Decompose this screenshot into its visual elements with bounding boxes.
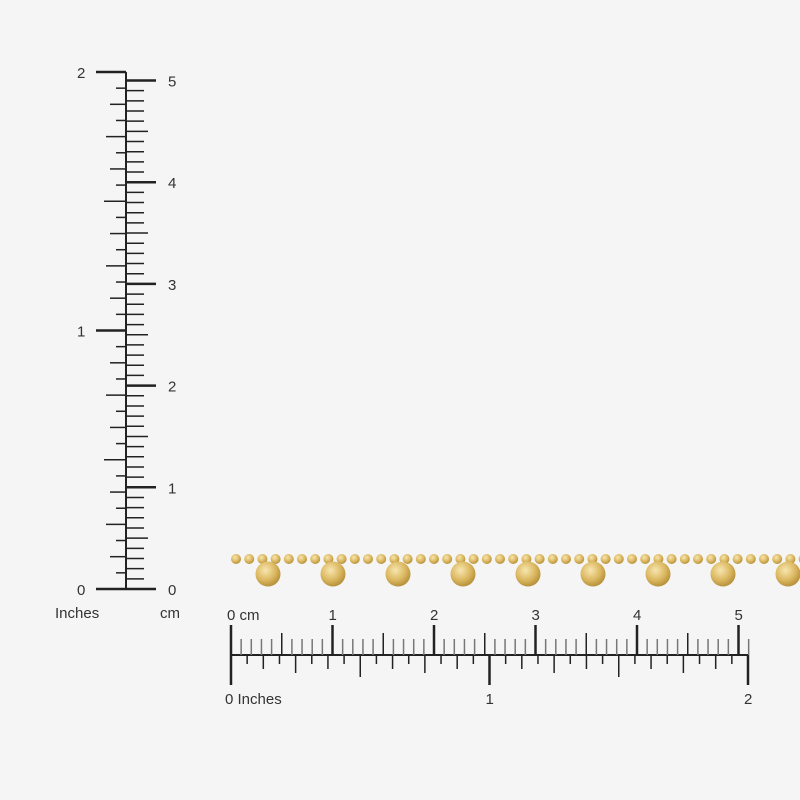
chain-bead bbox=[455, 554, 466, 564]
chain-bead bbox=[706, 554, 717, 564]
chain-bead bbox=[257, 554, 268, 564]
chain-bead bbox=[693, 554, 703, 564]
chain-bead bbox=[627, 554, 637, 564]
inch-label: 0 Inches bbox=[225, 691, 282, 708]
inch-label: 1 bbox=[486, 691, 494, 708]
vertical-ruler: 0 1 2 3 4 5 0 1 2 bbox=[77, 65, 176, 599]
ball-pendant bbox=[255, 561, 281, 587]
chain-bead bbox=[429, 554, 439, 564]
chain-bead bbox=[363, 554, 373, 564]
chain-bead bbox=[231, 554, 241, 564]
vertical-inch-unit-label: Inches bbox=[55, 605, 99, 622]
cm-label: 0 bbox=[168, 582, 176, 599]
cm-label: 4 bbox=[633, 607, 641, 624]
chain-bead bbox=[719, 554, 730, 564]
ball-pendant bbox=[775, 561, 800, 587]
bead-chain-necklace bbox=[231, 554, 800, 587]
chain-bead bbox=[772, 554, 783, 564]
cm-label: 4 bbox=[168, 175, 176, 192]
cm-label: 3 bbox=[168, 277, 176, 294]
chain-bead bbox=[336, 554, 347, 564]
cm-label: 1 bbox=[329, 607, 337, 624]
chain-bead bbox=[297, 554, 307, 564]
cm-label: 2 bbox=[168, 379, 176, 396]
chain-bead bbox=[745, 554, 756, 564]
chain-bead bbox=[600, 554, 611, 564]
chain-bead bbox=[244, 554, 255, 564]
chain-bead bbox=[666, 554, 677, 564]
chain-bead bbox=[415, 554, 426, 564]
cm-label: 2 bbox=[430, 607, 438, 624]
chain-bead bbox=[561, 554, 571, 564]
cm-label: 5 bbox=[735, 607, 743, 624]
chain-bead bbox=[468, 554, 479, 564]
ball-pendant bbox=[450, 561, 476, 587]
chain-bead bbox=[534, 554, 545, 564]
vertical-cm-unit-label: cm bbox=[160, 605, 180, 622]
ball-pendant bbox=[710, 561, 736, 587]
inch-label: 1 bbox=[77, 324, 85, 341]
chain-bead bbox=[508, 554, 519, 564]
chain-bead bbox=[283, 554, 294, 564]
chain-bead bbox=[759, 554, 769, 564]
chain-bead bbox=[679, 554, 690, 564]
chain-bead bbox=[402, 554, 413, 564]
inch-label: 0 bbox=[77, 582, 85, 599]
chain-bead bbox=[653, 554, 664, 564]
chain-bead bbox=[785, 554, 796, 564]
ball-pendant bbox=[645, 561, 671, 587]
chain-bead bbox=[270, 554, 281, 564]
chain-bead bbox=[587, 554, 598, 564]
cm-label: 5 bbox=[168, 74, 176, 91]
cm-label: 1 bbox=[168, 480, 176, 497]
chain-bead bbox=[732, 554, 743, 564]
chain-bead bbox=[389, 554, 400, 564]
cm-label: 3 bbox=[532, 607, 540, 624]
ball-pendant bbox=[515, 561, 541, 587]
chain-bead bbox=[323, 554, 334, 564]
horizontal-ruler: 0 cm 1 2 3 4 5 0 Inches 1 2 bbox=[225, 607, 752, 708]
chain-bead bbox=[442, 554, 453, 564]
chain-bead bbox=[495, 554, 505, 564]
ball-pendant bbox=[320, 561, 346, 587]
chain-bead bbox=[481, 554, 492, 564]
chain-bead bbox=[640, 554, 651, 564]
chain-bead bbox=[613, 554, 624, 564]
ball-pendant bbox=[385, 561, 411, 587]
chain-bead bbox=[376, 554, 387, 564]
chain-bead bbox=[574, 554, 585, 564]
ball-pendant bbox=[580, 561, 606, 587]
chain-bead bbox=[349, 554, 360, 564]
chain-bead bbox=[521, 554, 532, 564]
chain-bead bbox=[310, 554, 321, 564]
inch-label: 2 bbox=[744, 691, 752, 708]
chain-bead bbox=[547, 554, 558, 564]
inch-label: 2 bbox=[77, 65, 85, 82]
cm-label: 0 cm bbox=[227, 607, 260, 624]
